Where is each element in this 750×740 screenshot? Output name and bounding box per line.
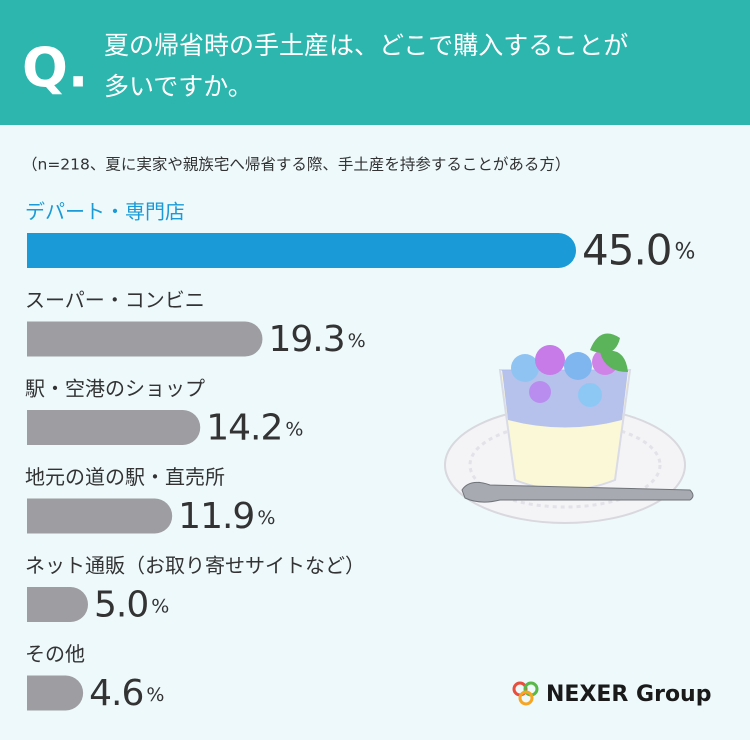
value-label: 14.2% bbox=[206, 408, 302, 449]
subtitle: （n=218、夏に実家や親族宅へ帰省する際、手土産を持参することがある方） bbox=[22, 156, 570, 174]
brand-logo: NEXER Group bbox=[512, 681, 711, 707]
bar bbox=[27, 233, 576, 268]
bar bbox=[27, 587, 88, 622]
bar bbox=[27, 410, 201, 445]
value-label: 11.9% bbox=[178, 496, 274, 537]
dessert-illustration bbox=[444, 333, 694, 524]
brand-name: NEXER Group bbox=[546, 682, 711, 707]
bar bbox=[27, 498, 173, 534]
bar bbox=[27, 321, 263, 357]
category-label: デパート・専門店 bbox=[25, 200, 185, 224]
category-label: 地元の道の駅・直売所 bbox=[25, 465, 225, 489]
value-label: 19.3% bbox=[268, 319, 364, 360]
category-label: その他 bbox=[25, 642, 85, 666]
title-line: 多いですか。 bbox=[104, 72, 253, 101]
category-label: スーパー・コンビニ bbox=[25, 288, 205, 312]
title-line: 夏の帰省時の手土産は、どこで購入することが bbox=[104, 31, 628, 60]
value-label: 5.0% bbox=[94, 585, 168, 626]
value-label: 45.0% bbox=[582, 225, 695, 274]
value-label: 4.6% bbox=[89, 673, 163, 714]
bar bbox=[27, 675, 84, 711]
header bbox=[0, 0, 750, 125]
category-label: ネット通販（お取り寄せサイトなど） bbox=[25, 554, 365, 578]
category-label: 駅・空港のショップ bbox=[25, 377, 205, 401]
q-mark: Q. bbox=[22, 37, 88, 100]
